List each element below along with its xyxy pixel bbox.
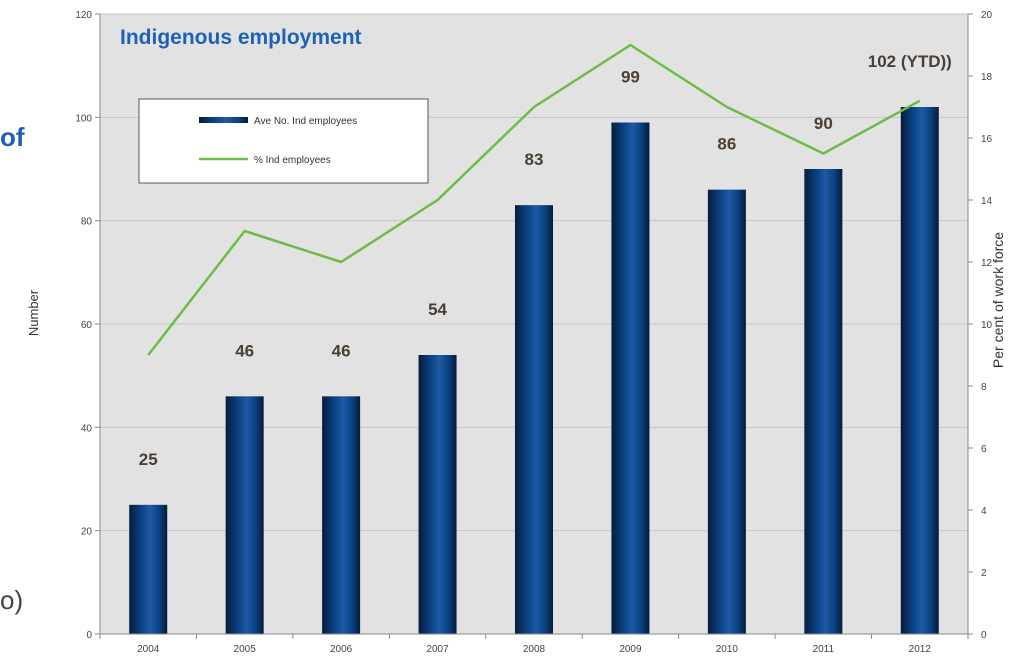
y2-tick-label: 0 [981,630,987,641]
bar [129,504,168,634]
x-tick-label: 2008 [523,644,546,655]
y-tick-label: 120 [75,10,92,21]
bar [515,205,553,634]
bar [611,122,650,634]
bar [418,355,457,634]
pct-line [147,43,921,356]
bar-data-label: 90 [814,114,833,133]
x-tick-label: 2004 [137,644,160,655]
y2-tick-label: 2 [981,568,987,579]
y2-tick-label: 18 [981,72,993,83]
bar [322,396,361,634]
x-tick-label: 2006 [330,644,353,655]
y2-tick-label: 14 [981,196,993,207]
x-tick-label: 2010 [716,644,739,655]
legend-label-line: % Ind employees [254,155,331,166]
bar [804,169,843,634]
y-tick-label: 100 [75,113,92,124]
bar [900,107,939,634]
bar-series [129,107,939,634]
y-tick-label: 40 [81,423,93,434]
legend: Ave No. Ind employees % Ind employees [138,98,429,184]
bar-data-label: 46 [332,341,351,360]
y-tick-label: 0 [86,630,92,641]
y2-tick-label: 4 [981,506,987,517]
bar-data-label: 54 [428,300,447,319]
x-tick-label: 2012 [909,644,932,655]
y2-tick-label: 8 [981,382,987,393]
bar-data-label: 83 [525,150,544,169]
bar-data-label: 102 (YTD)) [868,52,952,71]
y2-tick-label: 16 [981,134,993,145]
data-labels: 25 46 46 54 83 99 86 90 102 (YTD)) [139,52,952,469]
x-tick-label: 2009 [619,644,642,655]
y-tick-label: 60 [81,320,93,331]
bar-data-label: 46 [235,341,254,360]
x-tick-label: 2005 [234,644,257,655]
x-tick-label: 2007 [426,644,449,655]
y-tick-label: 80 [81,217,93,228]
bar [707,189,746,634]
cropped-heading-fragment: of [0,122,25,152]
bar-data-label: 25 [139,450,158,469]
bar [225,396,264,634]
line-series [147,43,921,356]
legend-swatch-bars [199,117,248,123]
y2-axis-label: Per cent of work force [990,232,1006,368]
x-tick-label: 2011 [813,644,835,655]
y-axis-label: Number [26,289,41,336]
bar-data-label: 99 [621,68,640,87]
bar-data-label: 86 [717,135,736,154]
chart-title: Indigenous employment [120,26,362,49]
legend-label-bars: Ave No. Ind employees [254,116,357,127]
y-tick-label: 20 [81,527,93,538]
y2-tick-label: 6 [981,444,987,455]
legend-box [138,98,429,184]
y2-tick-label: 12 [981,258,993,269]
y2-tick-label: 10 [981,320,993,331]
y2-tick-label: 20 [981,10,993,21]
cropped-text-fragment: o) [0,585,24,615]
